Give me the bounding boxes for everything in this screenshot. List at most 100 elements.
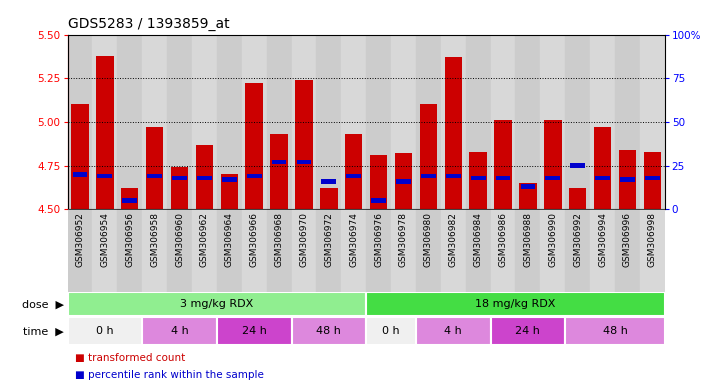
Text: time  ▶: time ▶ [23, 326, 64, 336]
Text: GSM306994: GSM306994 [598, 212, 607, 266]
Bar [416, 317, 491, 345]
Text: GSM306966: GSM306966 [250, 212, 259, 267]
Bar [121, 188, 139, 209]
Bar [441, 35, 466, 209]
Text: 18 mg/kg RDX: 18 mg/kg RDX [475, 299, 556, 310]
Bar [469, 152, 487, 209]
Bar [569, 188, 587, 209]
Bar [619, 150, 636, 209]
Bar [595, 175, 610, 180]
Bar [540, 209, 565, 292]
Text: GSM306968: GSM306968 [274, 212, 284, 267]
Bar [371, 199, 386, 203]
Bar [296, 160, 311, 164]
Bar [192, 35, 217, 209]
Bar [270, 134, 288, 209]
Bar [416, 35, 441, 209]
Bar [172, 175, 187, 180]
Bar [341, 209, 366, 292]
Bar [540, 35, 565, 209]
Bar [97, 174, 112, 178]
Text: GSM306970: GSM306970 [299, 212, 309, 267]
Bar [92, 35, 117, 209]
Bar [345, 134, 363, 209]
Text: GSM306952: GSM306952 [75, 212, 85, 266]
Bar [620, 177, 635, 182]
Bar [471, 175, 486, 180]
Bar [196, 145, 213, 209]
Bar [96, 56, 114, 209]
Bar [147, 174, 162, 178]
Text: GSM306962: GSM306962 [200, 212, 209, 266]
Bar [142, 35, 167, 209]
Text: 24 h: 24 h [515, 326, 540, 336]
Bar [316, 35, 341, 209]
Bar [444, 57, 462, 209]
Bar [391, 209, 416, 292]
Bar [167, 35, 192, 209]
Bar [491, 35, 515, 209]
Bar [590, 35, 615, 209]
Text: 0 h: 0 h [96, 326, 114, 336]
Bar [366, 209, 391, 292]
Bar [615, 209, 640, 292]
Bar [491, 209, 515, 292]
Text: GSM306992: GSM306992 [573, 212, 582, 266]
Bar [320, 188, 338, 209]
Bar [247, 174, 262, 178]
Text: 0 h: 0 h [383, 326, 400, 336]
Bar [421, 174, 436, 178]
Text: GSM306978: GSM306978 [399, 212, 408, 267]
Text: 48 h: 48 h [603, 326, 627, 336]
Bar [590, 209, 615, 292]
Bar [491, 317, 565, 345]
Bar [366, 292, 665, 316]
Bar [122, 199, 137, 203]
Text: GSM306988: GSM306988 [523, 212, 533, 267]
Bar [292, 35, 316, 209]
Bar [142, 317, 217, 345]
Text: 4 h: 4 h [171, 326, 188, 336]
Text: GSM306986: GSM306986 [498, 212, 508, 267]
Text: GSM306998: GSM306998 [648, 212, 657, 267]
Text: GSM306980: GSM306980 [424, 212, 433, 267]
Bar [544, 120, 562, 209]
Bar [496, 175, 510, 180]
Text: GSM306976: GSM306976 [374, 212, 383, 267]
Bar [441, 209, 466, 292]
Text: GSM306972: GSM306972 [324, 212, 333, 266]
Bar [68, 209, 92, 292]
Bar [615, 35, 640, 209]
Bar [217, 35, 242, 209]
Bar [217, 317, 292, 345]
Bar [640, 35, 665, 209]
Bar [416, 209, 441, 292]
Bar [267, 35, 292, 209]
Bar [515, 209, 540, 292]
Bar [117, 35, 142, 209]
Bar [466, 35, 491, 209]
Text: GSM306954: GSM306954 [100, 212, 109, 266]
Bar [267, 209, 292, 292]
Bar [292, 317, 366, 345]
Text: GDS5283 / 1393859_at: GDS5283 / 1393859_at [68, 17, 229, 31]
Bar [68, 292, 366, 316]
Bar [346, 174, 361, 178]
Bar [594, 127, 611, 209]
Bar [565, 209, 590, 292]
Text: 24 h: 24 h [242, 326, 267, 336]
Bar [92, 209, 117, 292]
Bar [391, 35, 416, 209]
Bar [645, 175, 660, 180]
Bar [519, 183, 537, 209]
Bar [366, 317, 416, 345]
Bar [242, 35, 267, 209]
Bar [73, 172, 87, 177]
Bar [515, 35, 540, 209]
Bar [446, 174, 461, 178]
Bar [370, 155, 387, 209]
Bar [272, 160, 287, 164]
Bar [395, 153, 412, 209]
Bar [171, 167, 188, 209]
Bar [366, 35, 391, 209]
